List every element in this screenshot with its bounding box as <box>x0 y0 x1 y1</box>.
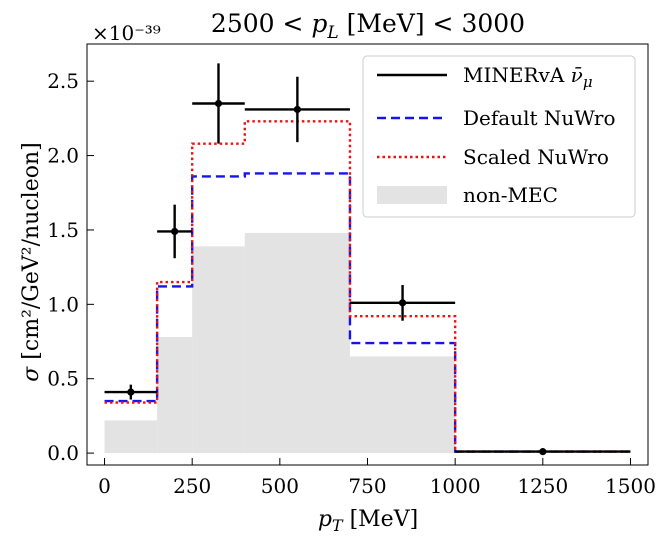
scaled-nuwro-line <box>104 120 631 453</box>
data-point-1 <box>157 204 193 259</box>
non-mec-bin-1 <box>157 337 193 454</box>
non-mec-bin-0 <box>104 420 158 454</box>
data-point-marker <box>539 448 547 456</box>
x-tick-label-0: 0 <box>98 474 111 498</box>
x-tick-label-5: 1250 <box>517 474 568 498</box>
x-tick-label-6: 1500 <box>605 474 656 498</box>
legend-box <box>362 55 636 218</box>
y-tick-label-2: 1.0 <box>47 292 79 316</box>
y-tick-label-5: 2.5 <box>47 69 79 93</box>
x-axis-label-unit: [MeV] <box>343 507 419 532</box>
y-axis-label: σ [cm²/GeV²/nucleon] <box>19 142 44 381</box>
title-left: 2500 < <box>211 9 311 38</box>
x-axis-label-sub: T <box>332 516 344 535</box>
non-mec-bin-4 <box>349 356 456 454</box>
y-axis-label-unit: [cm²/GeV²/nucleon] <box>19 142 44 366</box>
legend-label-0: MINERvA ν̄μ <box>463 63 593 91</box>
non-mec-bin-2 <box>192 246 245 454</box>
title-var: p <box>311 9 327 38</box>
title-sub: L <box>326 23 338 43</box>
non-mec-bin-3 <box>244 232 350 454</box>
data-point-marker <box>171 227 179 236</box>
legend-label-1: Default NuWro <box>463 106 616 130</box>
data-point-5 <box>455 448 631 456</box>
x-tick-label-3: 750 <box>348 474 386 498</box>
data-point-marker <box>293 105 301 114</box>
y-tick-label-1: 0.5 <box>47 367 79 391</box>
data-point-3 <box>244 76 350 143</box>
data-point-marker <box>398 299 407 307</box>
legend-label-3: non-MEC <box>463 183 558 207</box>
x-axis-label-var: p <box>318 507 332 532</box>
y-tick-label-3: 1.5 <box>47 218 79 242</box>
legend-label-2: Scaled NuWro <box>463 145 609 169</box>
data-point-marker <box>214 99 223 108</box>
x-tick-label-1: 250 <box>173 474 211 498</box>
title-right: [MeV] < 3000 <box>339 9 525 38</box>
data-point-0 <box>104 384 158 400</box>
x-tick-label-4: 1000 <box>430 474 481 498</box>
data-point-2 <box>192 63 245 144</box>
legend: MINERvA ν̄μ Default NuWro Scaled NuWro non-… <box>362 55 636 218</box>
plot-area: 0 250 500 750 1000 1250 1500 0.0 0.5 1.0 1.5 2.0 2.5 <box>47 43 656 498</box>
y-axis-label-sym: σ <box>19 366 44 382</box>
data-point-4 <box>349 284 456 321</box>
x-tick-label-2: 500 <box>261 474 299 498</box>
y-tick-label-4: 2.0 <box>47 144 79 168</box>
legend-swatch-non-mec <box>377 186 447 204</box>
y-axis-offset: ×10⁻³⁹ <box>92 21 161 45</box>
y-tick-label-0: 0.0 <box>47 441 79 465</box>
chart-title: 2500 < pL [MeV] < 3000 <box>211 9 525 43</box>
x-axis-label: pT [MeV] <box>318 507 418 535</box>
data-point-marker <box>127 388 135 396</box>
